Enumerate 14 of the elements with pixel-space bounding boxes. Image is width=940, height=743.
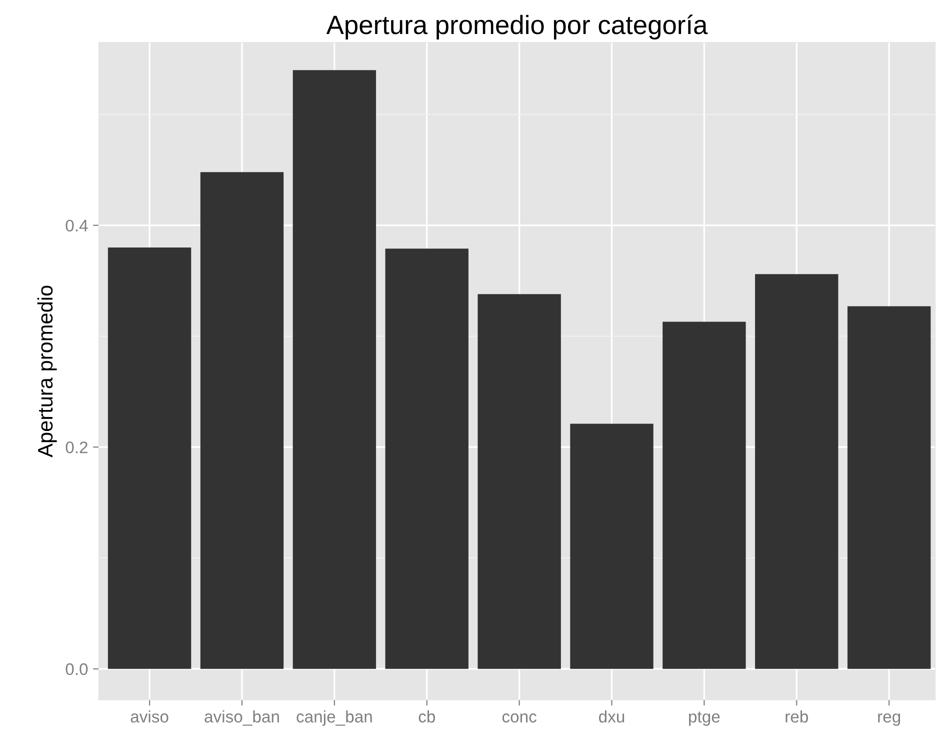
- x-tick-label: aviso: [130, 710, 168, 723]
- y-tick-label: 0.4: [66, 220, 88, 232]
- x-tick-label: reg: [878, 713, 900, 726]
- y-tick-label: 0.2: [66, 441, 88, 454]
- x-tick-label: canje_ban: [296, 710, 372, 726]
- x-tick-label: cb: [418, 710, 435, 723]
- chart-title: Apertura promedio por categoría: [326, 14, 708, 40]
- x-tick-label: ptge: [689, 712, 720, 726]
- x-tick-label: aviso_ban: [204, 710, 279, 726]
- y-axis-title: Apertura promedio: [37, 286, 57, 458]
- x-tick-label: dxu: [599, 710, 624, 723]
- x-tick-label: reb: [786, 710, 808, 723]
- y-tick-label: 0.0: [66, 663, 88, 676]
- x-tick-label: conc: [502, 713, 536, 723]
